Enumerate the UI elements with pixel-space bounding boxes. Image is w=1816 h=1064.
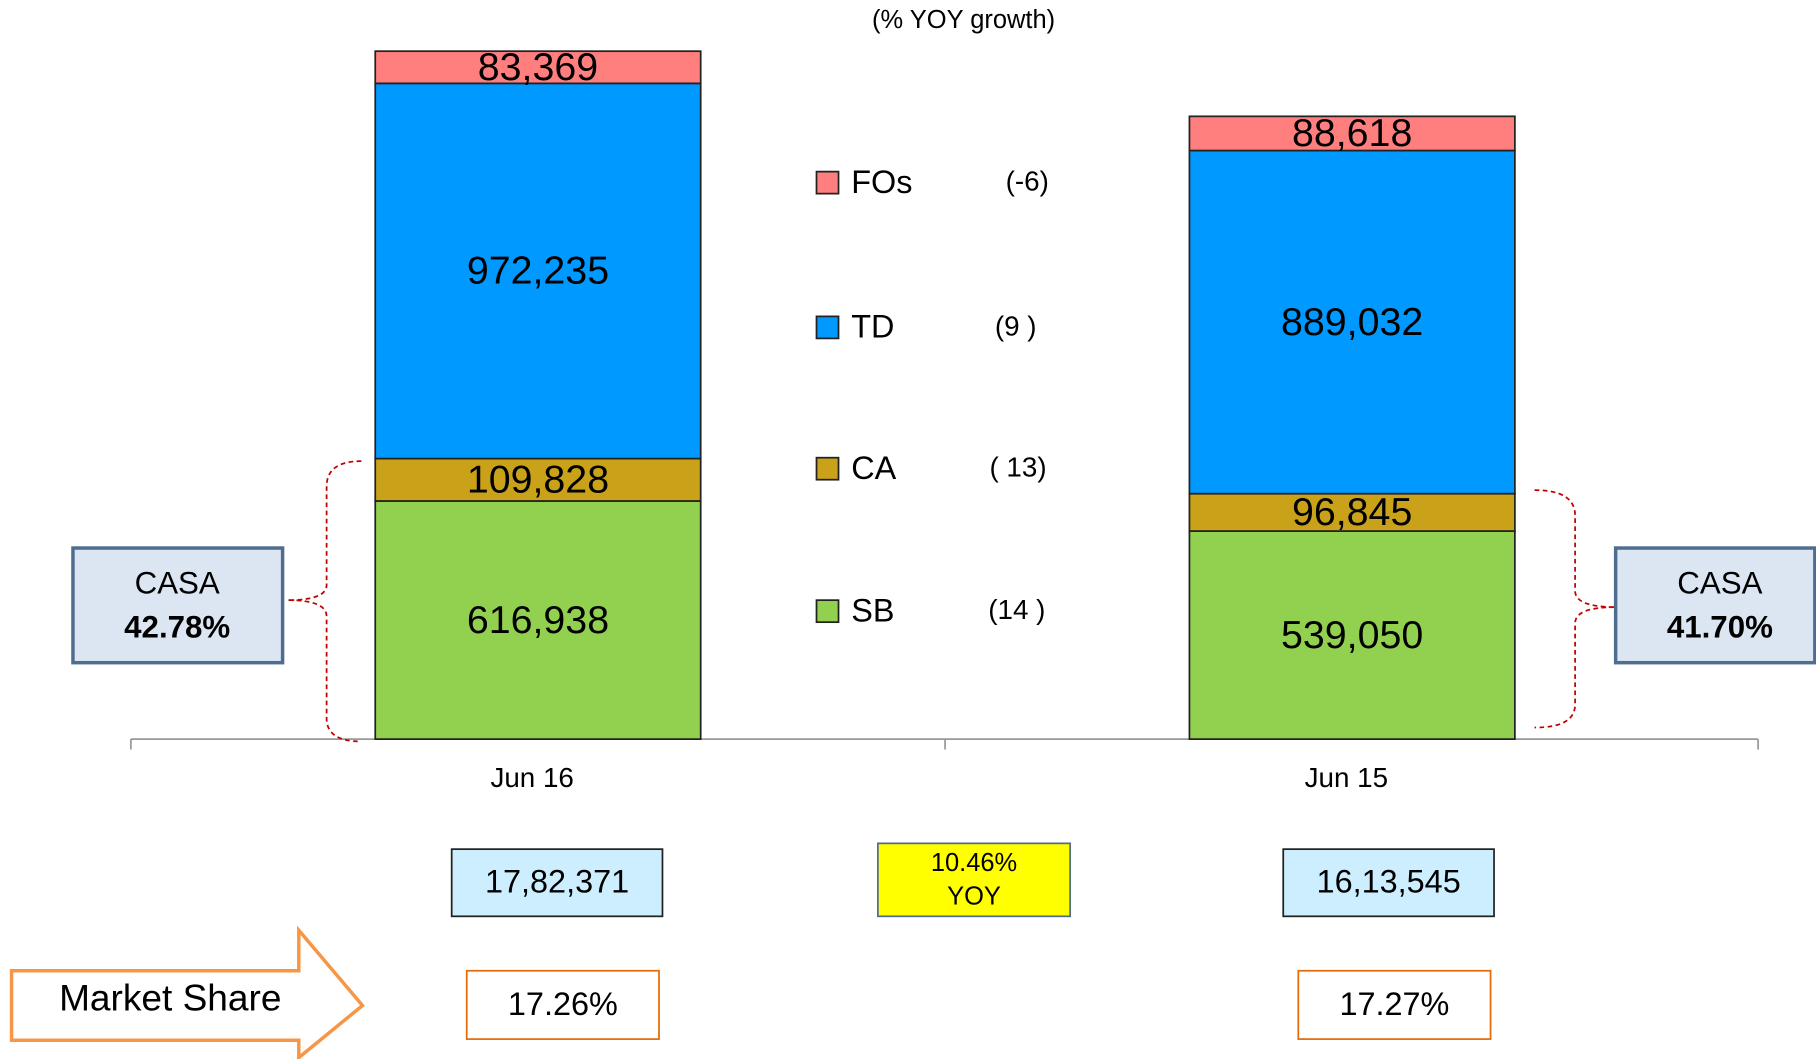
- bar-segment: [374, 50, 702, 85]
- data-label: 109,828: [467, 458, 609, 502]
- data-label: 616,938: [467, 598, 609, 642]
- data-label: 83,369: [478, 45, 598, 89]
- bar-segment: [1188, 115, 1516, 152]
- casa-box: [1613, 546, 1816, 665]
- casa-bracket: [287, 460, 362, 743]
- market-share-label: Market Share: [59, 977, 281, 1019]
- total: 17,82,371: [485, 863, 629, 899]
- total-box: [450, 848, 664, 918]
- bar-segment: [374, 82, 702, 460]
- data-label: 88,618: [1292, 111, 1412, 155]
- market-share-box: [465, 969, 660, 1040]
- market-share-value: 17.26%: [508, 986, 618, 1022]
- legend-growth: (9 ): [995, 310, 1037, 341]
- legend-label: TD: [851, 309, 894, 345]
- legend-swatch: [815, 599, 840, 624]
- casa-label: CASA: [1677, 565, 1762, 600]
- casa-box: [71, 546, 285, 665]
- data-label: 96,845: [1292, 490, 1412, 534]
- legend-label: CA: [851, 450, 896, 486]
- legend-swatch: [815, 315, 840, 340]
- total-box: [1282, 848, 1495, 918]
- yoy-label: YOY: [947, 883, 1001, 911]
- data-label: 539,050: [1281, 613, 1423, 657]
- market-share-arrow: [9, 925, 365, 1062]
- casa-value: 42.78%: [124, 609, 230, 644]
- data-label: 889,032: [1281, 300, 1423, 344]
- legend-growth: ( 13): [989, 452, 1046, 483]
- legend-label: SB: [851, 592, 894, 628]
- x-tick-label: Jun 16: [490, 762, 573, 793]
- bar-segment: [1188, 149, 1516, 495]
- data-label: 972,235: [467, 249, 609, 293]
- bar-segment: [1188, 492, 1516, 532]
- market-share-value: 17.27%: [1339, 986, 1449, 1022]
- legend-label: FOs: [851, 164, 912, 200]
- yoy-value: 10.46%: [931, 849, 1017, 877]
- bar-segment: [1188, 530, 1516, 740]
- casa-bracket: [1534, 489, 1616, 729]
- total: 16,13,545: [1317, 863, 1461, 899]
- x-tick-label: Jun 15: [1305, 762, 1388, 793]
- bar-segment: [374, 500, 702, 740]
- legend-swatch: [815, 170, 840, 195]
- casa-label: CASA: [135, 565, 220, 600]
- subtitle: (% YOY growth): [872, 6, 1055, 34]
- legend-swatch: [815, 456, 840, 481]
- legend-growth: (-6): [1006, 166, 1049, 197]
- yoy-box: [877, 842, 1072, 918]
- market-share-box: [1297, 969, 1492, 1040]
- casa-value: 41.70%: [1667, 609, 1773, 644]
- legend-growth: (14 ): [988, 594, 1045, 625]
